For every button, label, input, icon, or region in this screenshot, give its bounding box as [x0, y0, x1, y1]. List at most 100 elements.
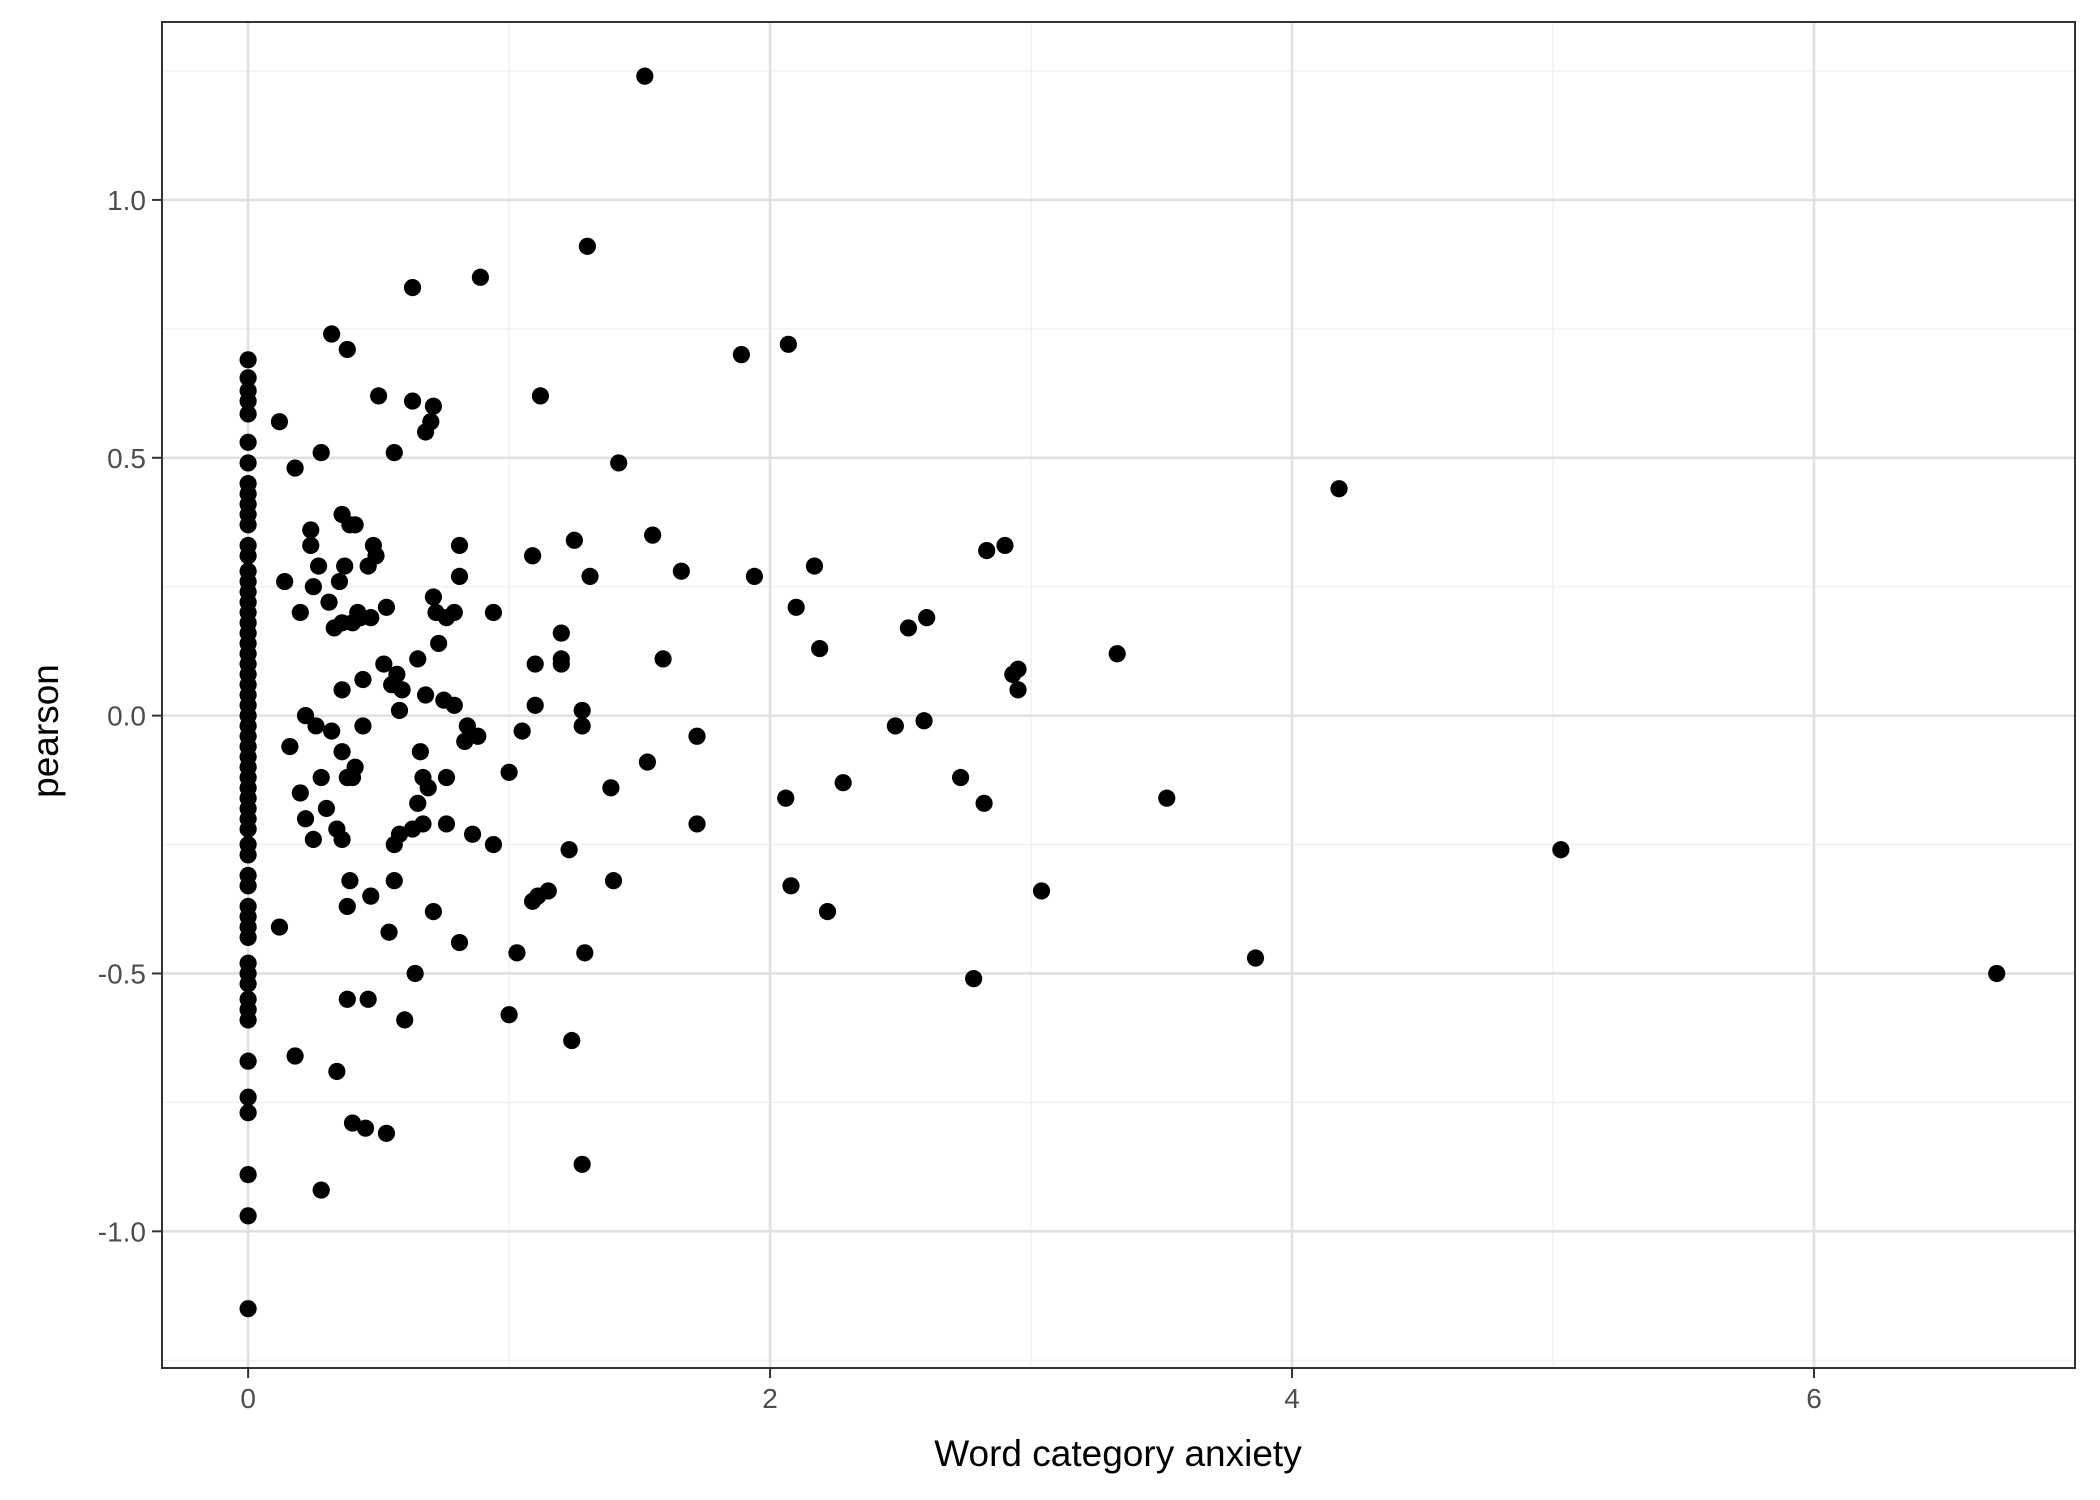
data-point — [787, 598, 805, 616]
data-point — [330, 572, 349, 591]
data-point — [952, 768, 970, 787]
data-point — [270, 918, 289, 936]
data-point — [239, 820, 257, 838]
data-point — [302, 536, 320, 555]
data-point — [411, 743, 429, 761]
panel-border — [161, 21, 2076, 1369]
data-point — [286, 459, 304, 477]
data-point — [552, 655, 570, 673]
data-point — [526, 696, 544, 714]
data-point — [276, 572, 294, 591]
data-point — [403, 278, 422, 297]
data-point — [996, 536, 1014, 555]
data-point — [385, 872, 403, 890]
data-point — [899, 619, 918, 637]
x-axis-title: Word category anxiety — [934, 1433, 1302, 1474]
data-point — [393, 681, 411, 699]
data-point — [323, 722, 341, 740]
data-point — [291, 603, 309, 622]
data-point — [1009, 681, 1027, 699]
data-point — [390, 825, 409, 843]
data-point — [456, 732, 474, 751]
data-point — [390, 701, 409, 720]
data-point — [573, 701, 591, 720]
data-point — [343, 1114, 362, 1132]
data-point — [403, 392, 422, 410]
data-point — [782, 877, 800, 895]
data-point — [302, 521, 320, 539]
data-point — [333, 830, 351, 848]
data-point — [450, 933, 469, 952]
data-point — [312, 444, 330, 462]
data-point — [286, 1047, 304, 1065]
data-point — [338, 897, 356, 916]
data-point — [886, 717, 904, 735]
data-point — [328, 1062, 346, 1081]
data-point — [239, 877, 257, 895]
data-point — [424, 588, 443, 606]
data-point — [239, 1300, 257, 1318]
data-point — [336, 557, 354, 575]
data-point — [576, 944, 594, 962]
data-point — [638, 753, 657, 771]
data-point — [304, 578, 322, 596]
y-tick-label: 1.0 — [107, 185, 146, 216]
data-point — [239, 1207, 257, 1225]
data-point — [463, 825, 482, 843]
data-point — [1552, 841, 1570, 859]
data-point — [745, 567, 764, 585]
data-point — [437, 768, 456, 787]
data-point — [422, 413, 440, 431]
data-point — [484, 835, 503, 854]
data-point — [450, 567, 469, 585]
data-point — [341, 872, 359, 890]
data-point — [338, 990, 356, 1008]
x-tick-label: 2 — [762, 1383, 778, 1414]
data-point — [414, 815, 432, 833]
data-point — [636, 67, 654, 85]
data-point — [239, 1166, 257, 1184]
data-point — [370, 387, 388, 405]
data-point — [834, 774, 852, 792]
data-point — [581, 567, 599, 585]
data-point — [380, 923, 398, 941]
data-point — [610, 454, 628, 472]
data-point — [385, 444, 403, 462]
data-point — [333, 743, 351, 761]
data-point — [312, 1181, 330, 1199]
data-point — [409, 794, 427, 812]
data-point — [688, 727, 706, 745]
x-tick-label: 0 — [240, 1383, 256, 1414]
data-point — [523, 547, 542, 565]
data-point — [239, 1052, 257, 1070]
data-point — [281, 737, 299, 756]
data-point — [563, 1031, 581, 1050]
data-point — [356, 1119, 375, 1137]
data-point — [320, 593, 338, 611]
data-point — [304, 830, 322, 848]
data-point — [469, 727, 487, 745]
data-point — [654, 650, 672, 668]
data-point — [312, 768, 330, 787]
data-point — [1108, 645, 1126, 663]
data-point — [239, 547, 257, 565]
data-point — [346, 758, 364, 776]
data-point — [239, 392, 257, 410]
data-point — [309, 557, 328, 575]
data-point — [388, 665, 406, 683]
data-point — [239, 405, 257, 423]
data-point — [346, 516, 364, 534]
data-point — [552, 624, 570, 642]
data-point — [1246, 949, 1265, 967]
data-point — [333, 681, 351, 699]
data-point — [1158, 789, 1176, 807]
data-point — [915, 712, 933, 730]
data-point — [437, 815, 456, 833]
data-point — [1988, 964, 2006, 983]
data-point — [1330, 480, 1348, 498]
data-point — [811, 639, 829, 658]
data-point — [239, 351, 257, 369]
data-point — [239, 369, 257, 387]
